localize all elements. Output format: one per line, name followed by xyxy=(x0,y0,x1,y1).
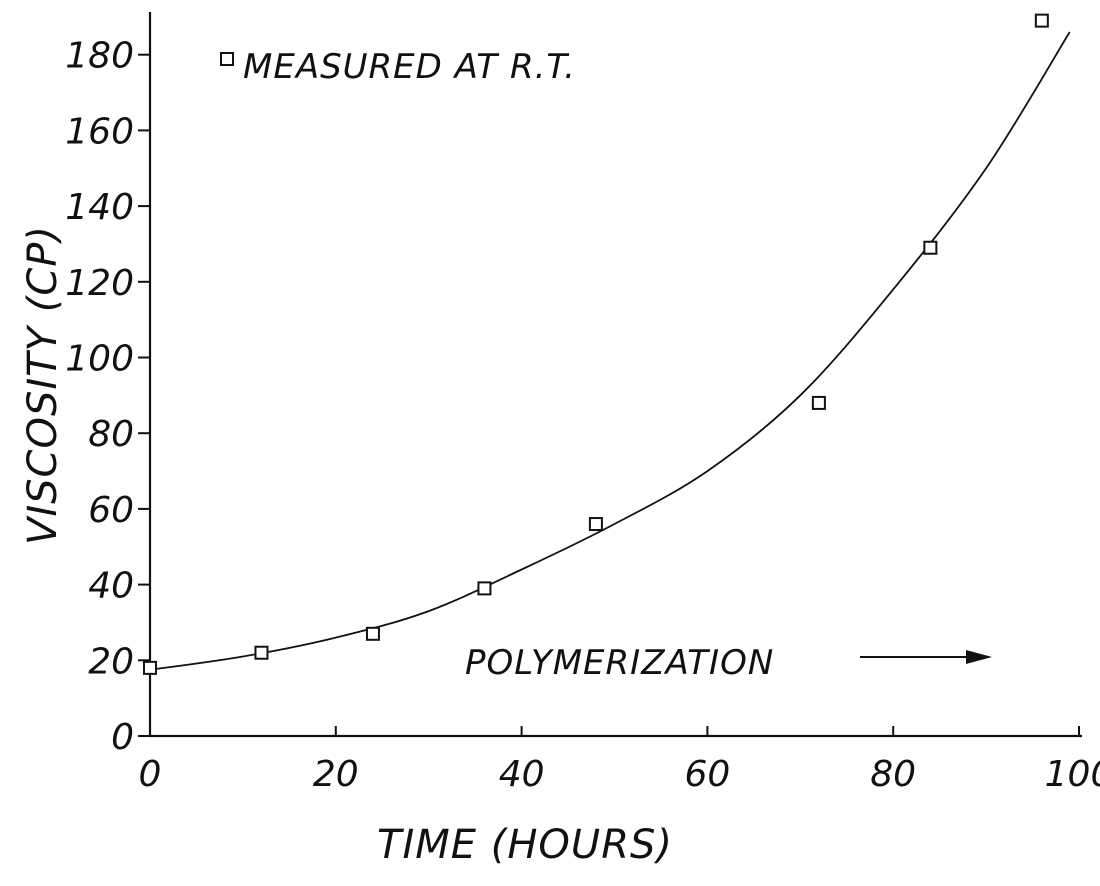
x-axis-title: TIME (HOURS) xyxy=(377,822,673,868)
annotation-arrow-head xyxy=(966,650,992,664)
y-tick-label: 180 xyxy=(65,36,134,77)
data-points xyxy=(143,13,1049,675)
y-tick-label: 140 xyxy=(65,187,134,228)
axes xyxy=(148,12,1082,738)
y-tick-label: 100 xyxy=(65,339,134,380)
y-tick-label: 0 xyxy=(111,717,134,758)
data-point xyxy=(811,395,826,410)
data-point xyxy=(1034,13,1049,28)
x-tick-label: 0 xyxy=(139,754,162,795)
legend: MEASURED AT R.T. xyxy=(220,47,576,87)
data-point xyxy=(143,660,157,675)
data-point xyxy=(254,645,269,660)
x-tick-label: 100 xyxy=(1045,754,1100,795)
legend-label: MEASURED AT R.T. xyxy=(243,47,576,87)
annotation: POLYMERIZATION xyxy=(465,643,992,683)
data-point xyxy=(588,517,603,532)
x-tick-label: 80 xyxy=(870,754,916,795)
y-tick-label: 160 xyxy=(65,111,134,152)
y-tick-label: 120 xyxy=(65,263,134,304)
x-tick-label: 20 xyxy=(313,754,359,795)
annotation-label: POLYMERIZATION xyxy=(465,643,774,683)
y-axis-title: VISCOSITY (CP) xyxy=(20,225,66,545)
data-point xyxy=(477,581,492,596)
legend-marker xyxy=(220,52,234,66)
y-tick-label: 20 xyxy=(88,641,134,682)
tick-labels: 0 20 40 60 80 100 0 20 40 60 80 100 120 140 160 180 xyxy=(65,36,1100,795)
x-tick-label: 40 xyxy=(499,754,545,795)
y-tick-label: 80 xyxy=(88,414,134,455)
data-point xyxy=(365,626,380,641)
fit-curve xyxy=(149,31,1071,671)
y-tick-label: 60 xyxy=(88,490,134,531)
ticks xyxy=(138,53,1080,737)
data-point xyxy=(923,240,938,255)
x-tick-label: 60 xyxy=(684,754,730,795)
y-tick-label: 40 xyxy=(88,566,134,607)
